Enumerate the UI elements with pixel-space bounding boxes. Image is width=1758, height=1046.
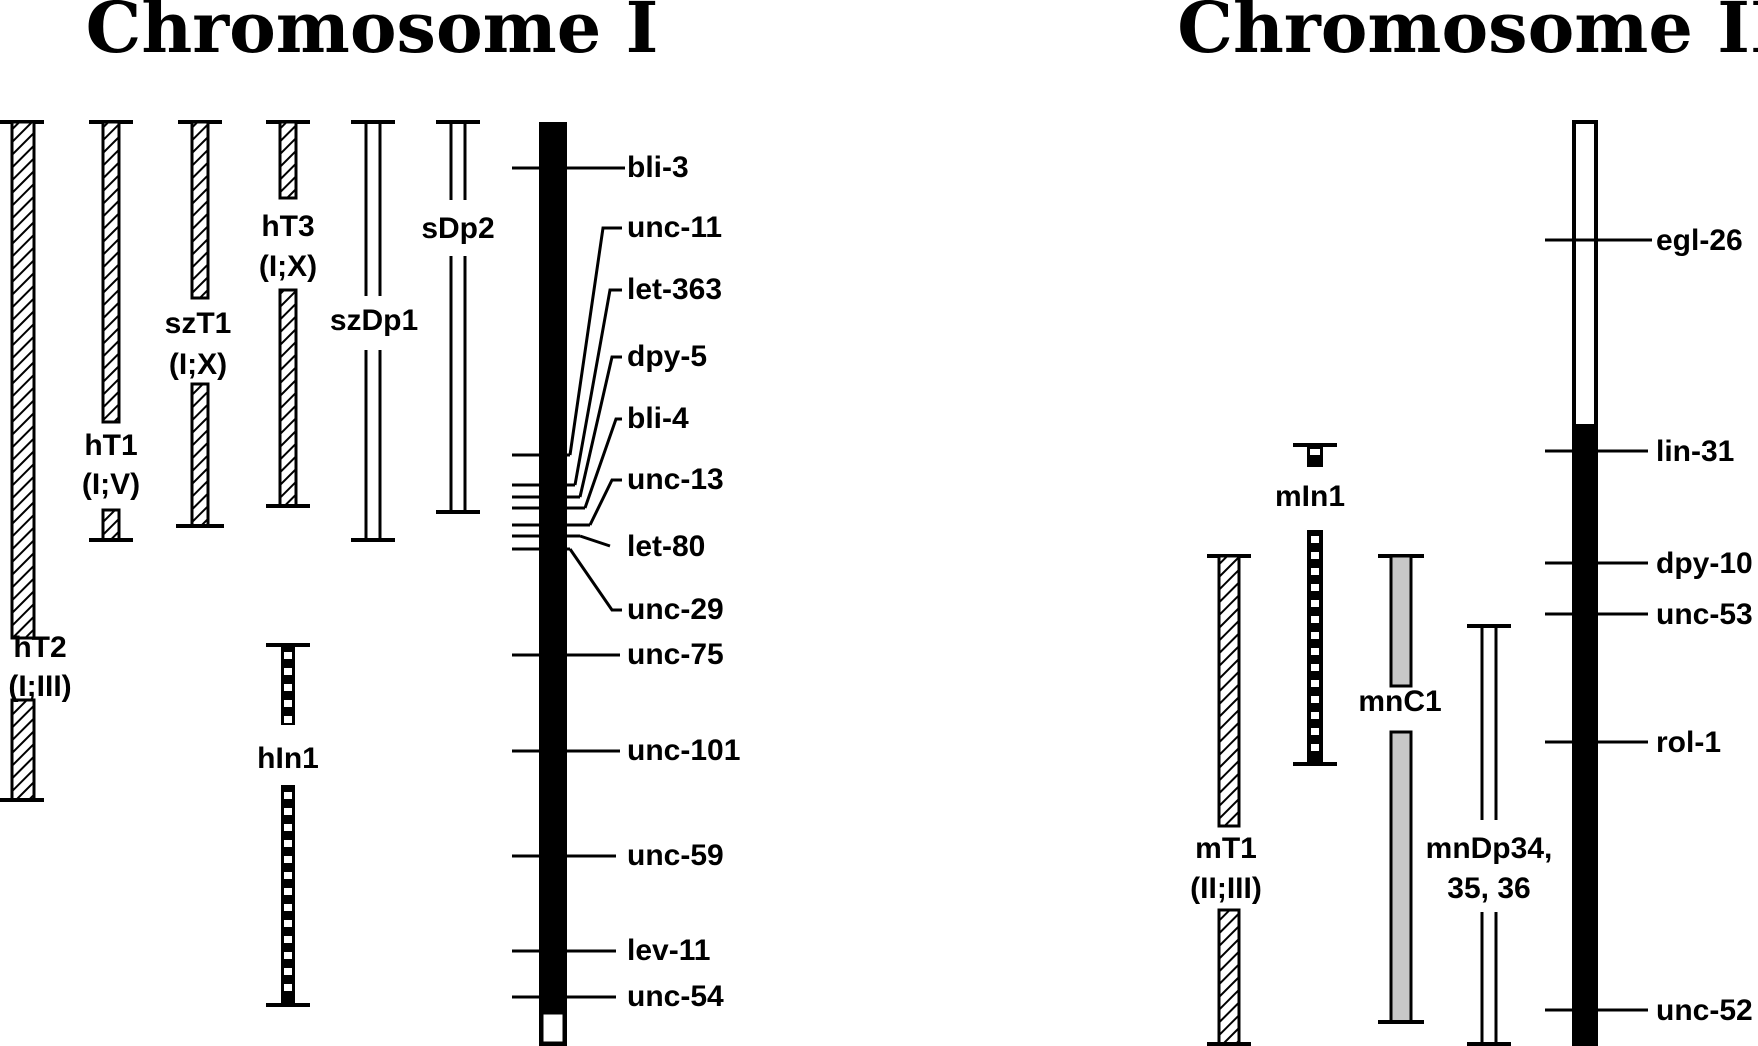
rearrangement-label: mnDp34,	[1426, 832, 1553, 865]
chromosome-2-bar	[1572, 120, 1598, 1046]
ladder-rung	[284, 824, 292, 831]
ladder-rung	[1311, 680, 1319, 687]
gene-label: bli-3	[627, 151, 689, 184]
gene-label: unc-59	[627, 839, 724, 872]
rearrangement-label: szDp1	[330, 304, 418, 337]
rearrangement-label: hT2	[13, 631, 66, 664]
rearrangement-label: sDp2	[421, 212, 494, 245]
gene-label: dpy-10	[1656, 547, 1753, 580]
ladder-rung	[284, 668, 292, 675]
rearrangement-label: hT3	[261, 210, 314, 243]
chromosome-1-gene-labels: bli-3 unc-11 let-363 dpy-5 bli-4 unc-13 …	[627, 151, 740, 1013]
ladder-rung	[284, 936, 292, 943]
rearrangement-label: mT1	[1195, 832, 1257, 865]
ladder-rung	[1311, 664, 1319, 671]
gene-label: unc-101	[627, 734, 740, 767]
ladder-rung	[284, 684, 292, 691]
gene-label: unc-75	[627, 638, 724, 671]
rearrangement-label: (I;III)	[8, 670, 71, 703]
rearrangement-ht3: hT3 (I;X)	[259, 120, 317, 508]
chromosome-2-gene-labels: egl-26 lin-31 dpy-10 unc-53 rol-1 unc-52	[1656, 224, 1753, 1027]
rearrangement-ht2: hT2 (I;III)	[0, 120, 72, 802]
rearrangement-mndp: mnDp34, 35, 36	[1426, 624, 1553, 1046]
ladder-rung	[284, 952, 292, 959]
rearrangement-sdp2: sDp2	[421, 120, 495, 514]
rearrangement-szdp1: szDp1	[330, 120, 418, 542]
rearrangement-hin1: hIn1	[257, 643, 319, 1007]
ladder-rung	[284, 920, 292, 927]
gene-label: unc-54	[627, 980, 724, 1013]
ladder-rung	[1311, 744, 1319, 751]
ladder-rung	[1311, 648, 1319, 655]
ladder-rung	[284, 700, 292, 707]
ladder-rung	[284, 856, 292, 863]
gene-label: let-80	[627, 530, 705, 563]
gene-label: lin-31	[1656, 435, 1734, 468]
gene-label: unc-53	[1656, 598, 1753, 631]
chromosome-2-tick-marks	[1545, 238, 1652, 1012]
rearrangement-label: szT1	[165, 307, 232, 340]
ladder-rung	[1311, 632, 1319, 639]
ladder-rung	[284, 968, 292, 975]
gene-label: let-363	[627, 273, 722, 306]
rearrangement-label: (I;X)	[259, 250, 317, 283]
gene-label: unc-29	[627, 593, 724, 626]
rearrangement-label: hT1	[84, 429, 137, 462]
ladder-rung	[284, 872, 292, 879]
rearrangement-szt1: szT1 (I;X)	[165, 120, 232, 528]
rearrangement-ht1: hT1 (I;V)	[82, 120, 140, 542]
chromosome-2-title: Chromosome II	[1177, 0, 1758, 69]
ladder-rung	[1311, 568, 1319, 575]
gene-label: unc-52	[1656, 994, 1753, 1027]
gene-label: rol-1	[1656, 726, 1721, 759]
chromosome-1-leader-lines	[568, 226, 622, 612]
ladder-rung	[284, 808, 292, 815]
gene-label: lev-11	[627, 934, 710, 967]
rearrangement-label: hIn1	[257, 742, 319, 775]
ladder-rung	[284, 792, 292, 799]
rearrangement-label: 35, 36	[1447, 872, 1530, 905]
rearrangement-mt1: mT1 (II;III)	[1190, 554, 1262, 1046]
gene-label: dpy-5	[627, 340, 707, 373]
chromosome-1-bar	[539, 122, 567, 1046]
ladder-rung	[284, 904, 292, 911]
rearrangement-mnc1: mnC1	[1358, 554, 1442, 1024]
ladder-rung	[1311, 584, 1319, 591]
ladder-rung	[1311, 552, 1319, 559]
gene-label: unc-13	[627, 463, 724, 496]
ladder-rung	[1311, 600, 1319, 607]
ladder-rung	[284, 716, 292, 723]
ladder-rung	[1311, 616, 1319, 623]
chromosome-1-tick-marks	[512, 166, 625, 999]
rearrangement-label: (I;V)	[82, 468, 140, 501]
ladder-rung	[284, 840, 292, 847]
ladder-rung	[284, 652, 292, 659]
ladder-rung	[1311, 696, 1319, 703]
rearrangement-label: mIn1	[1275, 480, 1345, 513]
rearrangement-label: (II;III)	[1190, 872, 1262, 905]
ladder-rung	[1311, 536, 1319, 543]
ladder-rung	[1311, 712, 1319, 719]
chromosome-1-title: Chromosome I	[86, 0, 659, 69]
ladder-rung	[284, 984, 292, 991]
gene-label: egl-26	[1656, 224, 1743, 257]
gene-label: bli-4	[627, 402, 689, 435]
rearrangement-label: mnC1	[1358, 685, 1441, 718]
rearrangement-label: (I;X)	[169, 348, 227, 381]
ladder-rung	[284, 888, 292, 895]
gene-label: unc-11	[627, 211, 722, 244]
ladder-rung	[1311, 728, 1319, 735]
rearrangement-min1: mIn1	[1275, 443, 1345, 766]
